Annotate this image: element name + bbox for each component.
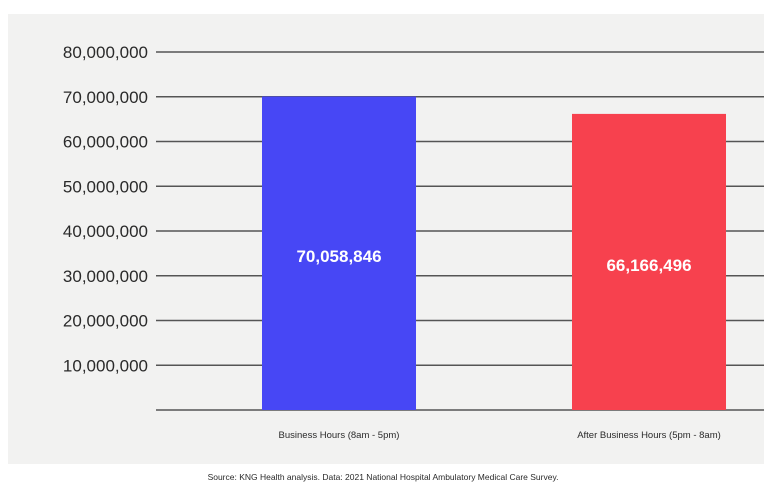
y-tick-label: 60,000,000 — [63, 133, 148, 152]
x-axis-categories: Business Hours (8am - 5pm) After Business… — [279, 430, 721, 441]
y-tick-label: 40,000,000 — [63, 222, 148, 241]
y-tick-label: 80,000,000 — [63, 43, 148, 62]
bars: 70,058,846 66,166,496 — [262, 96, 726, 410]
bar — [572, 113, 726, 410]
bar-value-label: 66,166,496 — [606, 256, 691, 275]
bar — [262, 96, 416, 410]
chart-panel: 70,058,846 66,166,496 10,000,000 20,000,00… — [8, 14, 764, 464]
y-axis-ticks: 10,000,000 20,000,000 30,000,000 40,000,000… — [63, 43, 148, 375]
y-tick-label: 20,000,000 — [63, 312, 148, 331]
y-tick-label: 30,000,000 — [63, 267, 148, 286]
y-tick-label: 70,000,000 — [63, 88, 148, 107]
y-tick-label: 50,000,000 — [63, 177, 148, 196]
gridlines — [156, 51, 764, 411]
bar-chart: 70,058,846 66,166,496 10,000,000 20,000,00… — [63, 43, 764, 441]
x-category-label: After Business Hours (5pm - 8am) — [577, 430, 721, 441]
source-note: Source: KNG Health analysis. Data: 2021 … — [207, 472, 559, 482]
bar-value-label: 70,058,846 — [296, 247, 381, 266]
y-tick-label: 10,000,000 — [63, 356, 148, 375]
x-category-label: Business Hours (8am - 5pm) — [279, 430, 400, 441]
